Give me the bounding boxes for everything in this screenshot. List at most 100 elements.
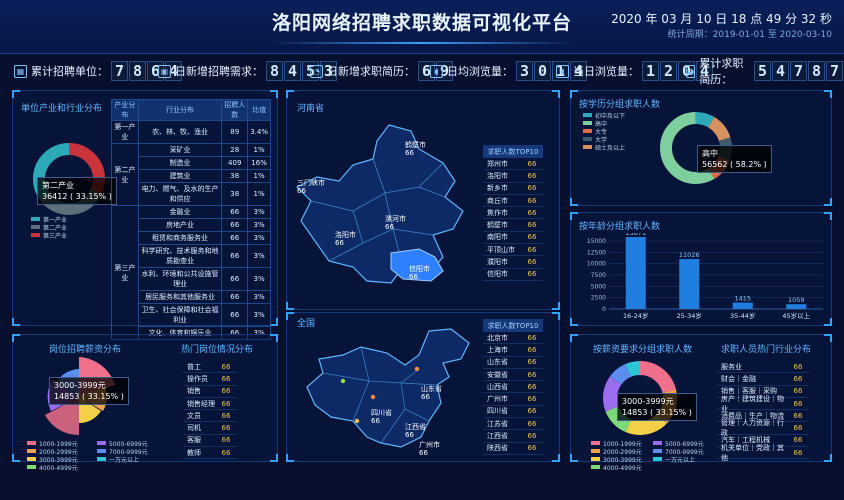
- legend-item[interactable]: 2000-2999元: [591, 447, 653, 456]
- legend-item[interactable]: 大学: [583, 135, 625, 144]
- legend-item[interactable]: 2000-2999元: [27, 447, 97, 456]
- map-label-guangzhou[interactable]: 广州市 66: [419, 441, 440, 457]
- legend-item[interactable]: 1000-1999元: [591, 439, 653, 448]
- legend-item[interactable]: 7000-9999元: [653, 447, 715, 456]
- pie-slice-secondary[interactable]: [33, 143, 105, 215]
- bar[interactable]: [786, 304, 807, 309]
- list-item[interactable]: 机关单位｜党政｜其他 66: [717, 444, 809, 462]
- list-item[interactable]: 信阳市 66: [483, 269, 543, 281]
- legend-item[interactable]: 第二产业: [31, 223, 67, 232]
- legend-item[interactable]: 大专: [583, 127, 625, 136]
- table-row[interactable]: 文化、体育和娱乐业 66 3%: [112, 326, 271, 340]
- legend-item[interactable]: 1000-1999元: [27, 439, 97, 448]
- list-item[interactable]: 消费品｜生产｜物流 66: [717, 410, 809, 423]
- list-item[interactable]: 四川省 66: [483, 406, 543, 419]
- donut-slice[interactable]: [603, 361, 677, 435]
- bar[interactable]: [625, 237, 646, 309]
- map-label-xinyang[interactable]: 信阳市 66: [409, 265, 430, 281]
- china-map[interactable]: [301, 325, 477, 457]
- list-item[interactable]: 江西省 66: [483, 430, 543, 443]
- list-item[interactable]: 服务业 66: [717, 361, 809, 374]
- legend-item[interactable]: 3000-3999元: [591, 455, 653, 464]
- table-row[interactable]: 电力、燃气、及水的生产和供应 38 1%: [112, 182, 271, 206]
- list-item[interactable]: 操作员 66: [183, 373, 237, 386]
- legend-item[interactable]: 第三产业: [31, 231, 67, 240]
- henan-map[interactable]: [293, 121, 473, 301]
- table-row[interactable]: 卫生、社会保障和社会福利业 66 3%: [112, 303, 271, 327]
- list-item[interactable]: 房产｜建筑建设｜物业 66: [717, 395, 809, 413]
- list-item[interactable]: 管理｜人力资源｜行政 66: [717, 419, 809, 437]
- list-item[interactable]: 平顶山市 66: [483, 244, 543, 257]
- list-item[interactable]: 江苏省 66: [483, 418, 543, 431]
- list-item[interactable]: 新乡市 66: [483, 183, 543, 195]
- list-item[interactable]: 销售 66: [183, 386, 237, 398]
- list-item[interactable]: 司机 66: [183, 422, 237, 435]
- legend-item[interactable]: 硕士及以上: [583, 143, 625, 152]
- map-label-luohe[interactable]: 漯河市 66: [385, 215, 406, 231]
- henan-outline[interactable]: [295, 124, 464, 284]
- list-item[interactable]: 财会｜金融 66: [717, 373, 809, 386]
- age-bar-chart[interactable]: 0 2500 5000 7500 10000 12500 15000 15871 16-24岁 1…: [571, 233, 833, 325]
- legend-item[interactable]: 7000-9999元: [97, 447, 167, 456]
- legend-item[interactable]: 3000-3999元: [27, 455, 97, 464]
- list-item[interactable]: 焦作市 66: [483, 207, 543, 220]
- list-item[interactable]: 濮阳市 66: [483, 256, 543, 269]
- donut-slice[interactable]: [660, 112, 732, 184]
- donut-slice[interactable]: [603, 361, 677, 435]
- legend-item[interactable]: 第一产业: [31, 215, 67, 224]
- map-label-luoyang[interactable]: 洛阳市 66: [335, 231, 356, 247]
- legend-item[interactable]: 一万元以上: [97, 455, 167, 464]
- list-item[interactable]: 教师 66: [183, 447, 237, 460]
- donut-slice[interactable]: [660, 112, 732, 184]
- list-item[interactable]: 北京市 66: [483, 332, 543, 345]
- map-label-jiangxi[interactable]: 江西省 66: [405, 423, 426, 439]
- kpi-digit: 1: [642, 61, 659, 81]
- table-row[interactable]: 租赁和商务服务业 66 3%: [112, 231, 271, 245]
- legend-item[interactable]: 4000-4999元: [27, 463, 97, 472]
- xinyang-region[interactable]: [390, 248, 444, 282]
- map-label-sanmenxia[interactable]: 三门峡市 66: [297, 179, 325, 195]
- map-point[interactable]: [354, 418, 360, 424]
- china-outline[interactable]: [306, 328, 470, 448]
- legend-item[interactable]: 一万元以上: [653, 455, 715, 464]
- list-item[interactable]: 上海市 66: [483, 344, 543, 357]
- list-item[interactable]: 郑州市 66: [483, 158, 543, 171]
- list-item[interactable]: 客服 66: [183, 435, 237, 448]
- legend-item[interactable]: 5000-6999元: [97, 439, 167, 448]
- briefcase-icon: ▣: [158, 64, 171, 78]
- table-row[interactable]: 水利、环境和公共设施管理业 66 3%: [112, 267, 271, 291]
- list-item[interactable]: 南阳市 66: [483, 232, 543, 245]
- legend-item[interactable]: 初中及以下: [583, 111, 625, 120]
- bar[interactable]: [732, 302, 753, 309]
- list-item[interactable]: 洛阳市 66: [483, 170, 543, 183]
- legend-item[interactable]: 5000-6999元: [653, 439, 715, 448]
- list-item[interactable]: 陕西省 66: [483, 443, 543, 455]
- list-item[interactable]: 商丘市 66: [483, 195, 543, 208]
- list-item[interactable]: 广州市 66: [483, 393, 543, 406]
- table-row[interactable]: 第一产业 农、林、牧、渔业 89 3.4%: [111, 120, 271, 144]
- list-item[interactable]: 文员 66: [183, 410, 237, 423]
- list-item[interactable]: 销售经理 66: [183, 398, 237, 411]
- map-point[interactable]: [340, 378, 346, 384]
- bar[interactable]: [679, 259, 700, 309]
- list-item[interactable]: 山东省 66: [483, 357, 543, 369]
- donut-slice[interactable]: [603, 361, 677, 435]
- list-item[interactable]: 山西省 66: [483, 381, 543, 394]
- list-item[interactable]: 安徽省 66: [483, 369, 543, 382]
- list-item[interactable]: 汽车｜工程机械 66: [717, 435, 809, 448]
- map-label-shandong[interactable]: 山东省 66: [421, 385, 442, 401]
- map-label-sichuan[interactable]: 四川省 66: [371, 409, 392, 425]
- map-point[interactable]: [414, 366, 420, 372]
- legend-item[interactable]: 高中: [583, 119, 625, 128]
- table-row[interactable]: 制造业 409 16%: [112, 156, 271, 170]
- table-row[interactable]: 第二产业 采矿业 28 1%: [111, 143, 271, 206]
- map-label-hebi[interactable]: 鹤壁市 66: [405, 141, 426, 157]
- table-row[interactable]: 第三产业 金融业 66 3%: [111, 205, 271, 340]
- map-point[interactable]: [370, 394, 376, 400]
- list-item[interactable]: 销售｜客服｜采购 66: [717, 386, 809, 398]
- legend-item[interactable]: 4000-4999元: [591, 463, 653, 472]
- rose-slice[interactable]: [45, 397, 79, 436]
- mouse-icon: ◖: [430, 64, 443, 78]
- list-item[interactable]: 鹤壁市 66: [483, 219, 543, 232]
- list-item[interactable]: 普工 66: [183, 361, 237, 374]
